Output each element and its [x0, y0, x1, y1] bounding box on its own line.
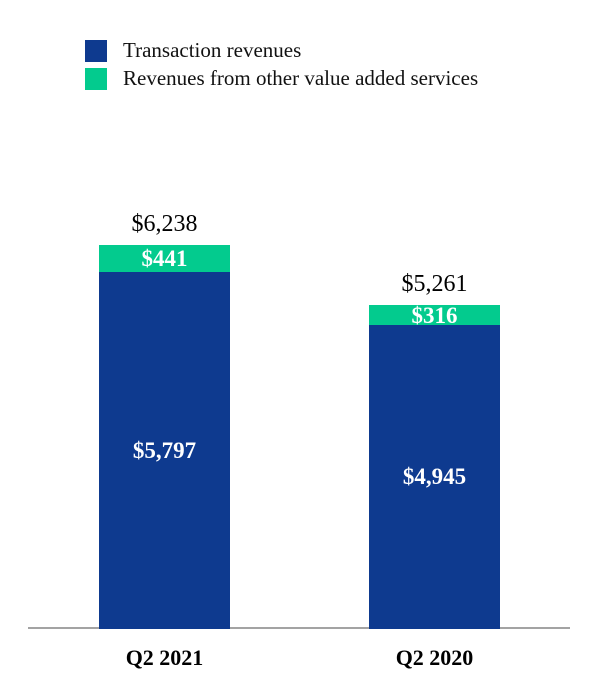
- bar-segment-q2-2020-transaction-revenues: $4,945: [369, 324, 500, 629]
- legend-swatch-revenues-from-other-value-added-services: [85, 67, 107, 90]
- legend-swatch-transaction-revenues: [85, 39, 107, 62]
- legend-item-revenues-from-other-value-added-services: Revenues from other value added services: [85, 66, 479, 91]
- segment-value-label: $4,945: [402, 464, 467, 490]
- legend-item-transaction-revenues: Transaction revenues: [85, 38, 478, 62]
- bar-segment-q2-2020-revenues-from-other-value-added-services: $316: [369, 302, 500, 328]
- x-axis-line: [28, 627, 570, 629]
- bar-total-label: $5,261: [401, 271, 468, 298]
- bar-total-label: $6,238: [131, 211, 198, 238]
- bar-segment-q2-2021-revenues-from-other-value-added-services: $441: [99, 245, 230, 273]
- legend-label: Revenues from other value added services: [123, 66, 479, 91]
- segment-value-label: $5,797: [132, 438, 197, 464]
- legend-label: Transaction revenues: [123, 38, 302, 62]
- category-label-q2-2020: Q2 2020: [395, 645, 474, 670]
- chart-legend: Transaction revenues Revenues from other …: [85, 38, 479, 95]
- segment-value-label: $316: [411, 302, 458, 328]
- category-label-q2-2021: Q2 2021: [125, 645, 204, 670]
- segment-value-label: $441: [141, 246, 188, 272]
- bar-segment-q2-2021-transaction-revenues: $5,797: [99, 272, 230, 629]
